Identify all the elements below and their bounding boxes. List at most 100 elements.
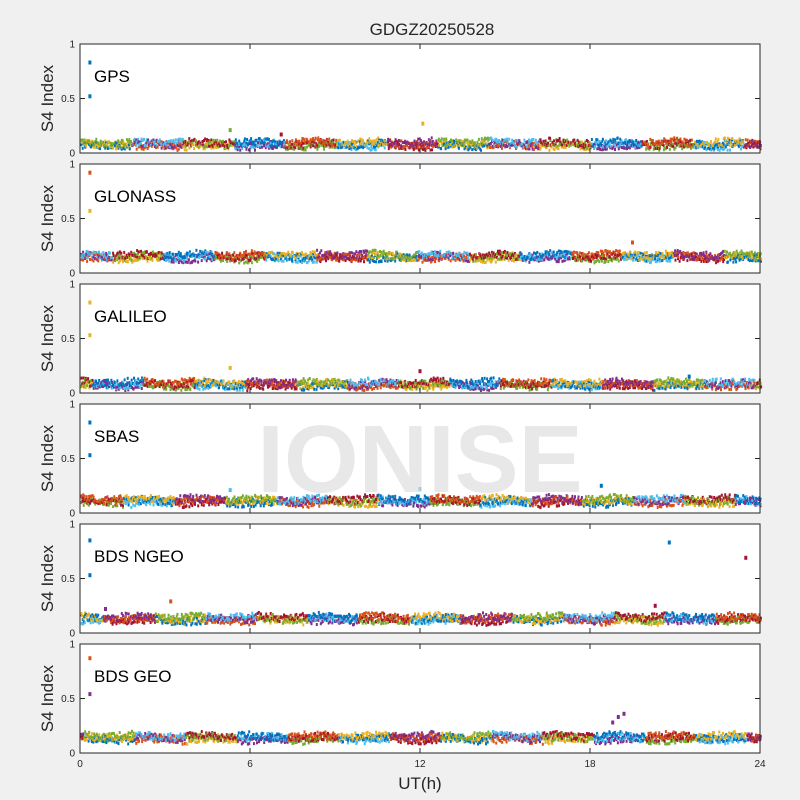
data-point [665, 250, 667, 253]
data-point [180, 252, 182, 255]
data-point [239, 149, 241, 152]
data-point [254, 149, 256, 152]
y-tick-label: 0.5 [61, 214, 75, 225]
data-point [296, 387, 298, 390]
data-point [228, 252, 230, 255]
data-point [532, 138, 534, 141]
data-point [352, 140, 354, 143]
data-point [85, 144, 87, 147]
data-point [434, 260, 436, 263]
panel-galileo: 00.51S4 Index GALILEO [38, 280, 762, 400]
panel-gps: 00.51S4 Index GPS [38, 40, 762, 160]
data-point [141, 384, 143, 387]
data-point [130, 140, 132, 143]
data-point [114, 381, 116, 384]
spike-point [229, 128, 232, 132]
data-point [171, 261, 173, 264]
data-point [660, 255, 662, 258]
data-point [518, 139, 520, 142]
panel-glonass: 00.51S4 Index GLONASS [38, 160, 762, 280]
data-point [579, 252, 581, 255]
data-point [136, 249, 138, 252]
data-point [393, 254, 395, 257]
data-point [715, 261, 717, 264]
data-point [251, 261, 253, 264]
data-point [439, 250, 441, 253]
spike-point [421, 122, 424, 126]
data-point [570, 257, 572, 260]
data-point [394, 142, 396, 145]
data-point [369, 261, 371, 264]
data-point [501, 147, 503, 150]
data-point [87, 377, 89, 380]
data-point [355, 141, 357, 144]
data-point [618, 147, 620, 150]
data-point [243, 262, 245, 265]
data-point [269, 379, 271, 382]
data-point [618, 260, 620, 263]
data-point [458, 147, 460, 150]
data-point [375, 260, 377, 263]
data-point [129, 147, 131, 150]
y-tick-label: 0.5 [61, 94, 75, 105]
data-point [591, 138, 593, 141]
y-tick-label: 1 [69, 160, 75, 171]
data-point [305, 149, 307, 152]
data-point [233, 251, 235, 254]
data-point [580, 147, 582, 150]
data-point [189, 388, 191, 391]
data-point [250, 137, 252, 140]
data-point [349, 251, 351, 254]
data-point [727, 261, 729, 264]
data-point [291, 259, 293, 262]
data-point [684, 252, 686, 255]
data-point [434, 254, 436, 257]
data-point [238, 261, 240, 264]
data-point [84, 381, 86, 384]
data-point [250, 258, 252, 261]
data-point [350, 379, 352, 382]
data-point [548, 149, 550, 152]
data-point [607, 260, 609, 263]
data-point [287, 258, 289, 261]
data-point [387, 255, 389, 258]
data-point [140, 250, 142, 253]
data-point [314, 261, 316, 264]
data-point [497, 258, 499, 261]
data-point [370, 145, 372, 148]
data-point [336, 251, 338, 254]
data-point [283, 383, 285, 386]
data-point [143, 138, 145, 141]
data-point [194, 383, 196, 386]
data-point [646, 251, 648, 254]
data-point [731, 137, 733, 140]
data-point [115, 147, 117, 150]
data-point [280, 379, 282, 382]
data-point [590, 260, 592, 263]
data-point [194, 386, 196, 389]
data-point [123, 251, 125, 254]
data-point [245, 250, 247, 253]
data-point [667, 260, 669, 263]
data-point [131, 379, 133, 382]
data-point [82, 147, 84, 150]
data-point [182, 145, 184, 148]
data-point [431, 148, 433, 151]
data-point [729, 149, 731, 152]
data-point [736, 250, 738, 253]
data-point [102, 141, 104, 144]
data-point [438, 144, 440, 147]
data-point [244, 137, 246, 140]
data-point [558, 147, 560, 150]
data-point [600, 257, 602, 260]
data-point [98, 251, 100, 254]
data-point [463, 255, 465, 258]
data-point [573, 253, 575, 256]
data-point [452, 252, 454, 255]
data-point [264, 256, 266, 259]
data-point [186, 257, 188, 260]
spike-point [88, 94, 91, 98]
